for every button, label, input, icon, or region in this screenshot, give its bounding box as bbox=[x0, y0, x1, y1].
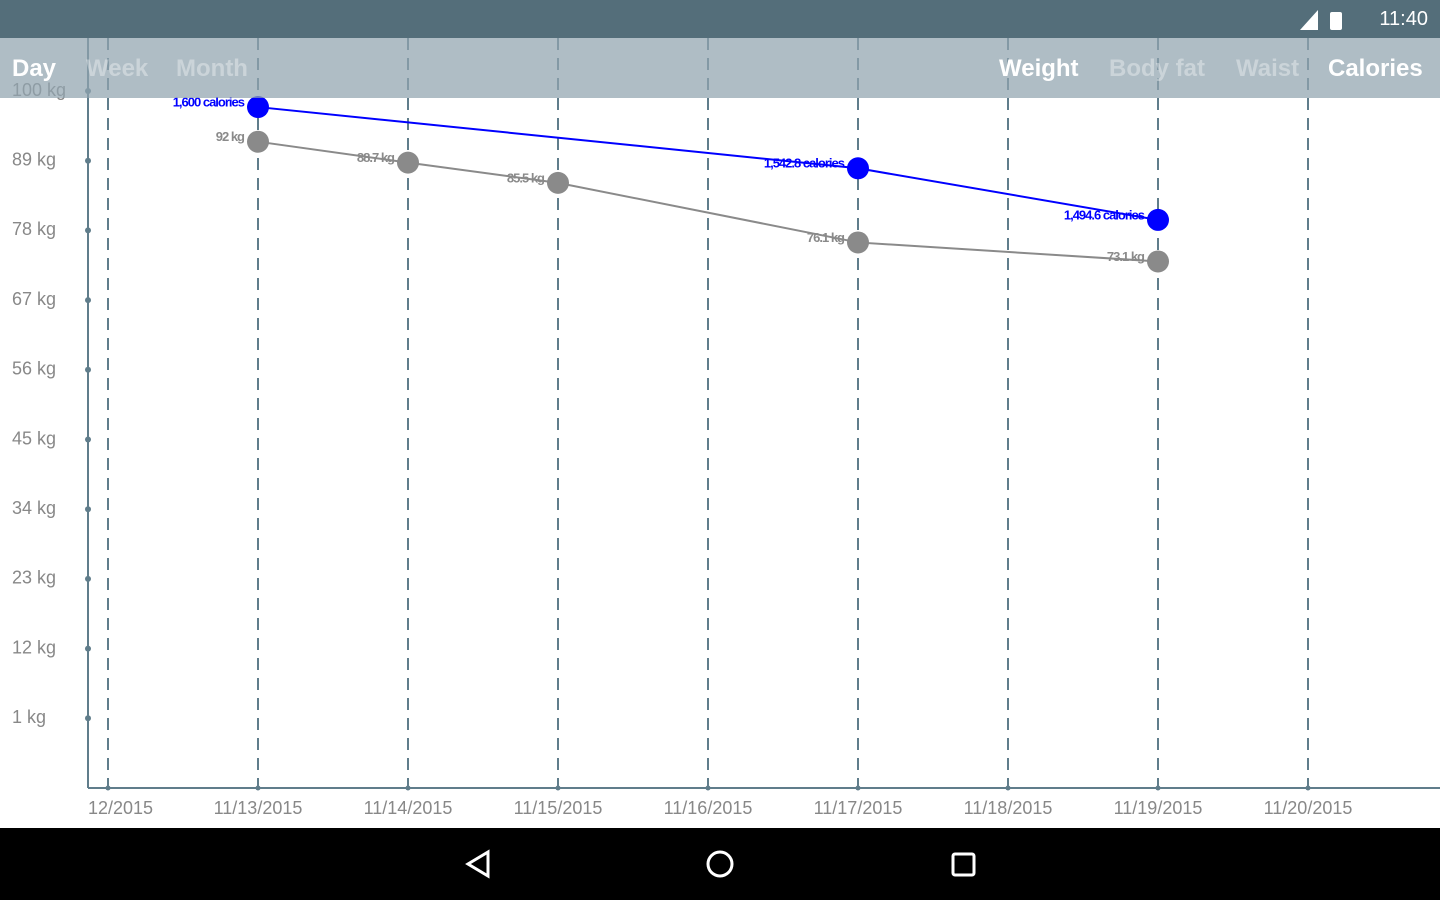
nav-bar bbox=[0, 828, 1440, 900]
y-tick bbox=[85, 715, 91, 722]
y-tick-label: 67 kg bbox=[12, 289, 56, 309]
nav-buttons bbox=[465, 849, 976, 879]
tab[interactable]: Week bbox=[86, 55, 149, 82]
tab[interactable]: Month bbox=[176, 55, 248, 82]
back-button[interactable] bbox=[465, 849, 490, 879]
tab[interactable]: Waist bbox=[1236, 55, 1300, 82]
y-tick bbox=[85, 227, 91, 234]
data-point bbox=[1147, 208, 1169, 231]
data-label: 1,494.6 calories bbox=[1064, 207, 1145, 222]
recents-button[interactable] bbox=[951, 852, 976, 877]
data-label: 92 kg bbox=[216, 129, 245, 144]
y-tick bbox=[85, 366, 91, 373]
status-bar: 11:40 bbox=[0, 0, 1440, 38]
y-tick-label: 45 kg bbox=[12, 428, 56, 448]
home-button[interactable] bbox=[706, 850, 734, 878]
data-point bbox=[547, 171, 569, 194]
x-tick-label: 11/13/2015 bbox=[214, 798, 303, 818]
y-tick-label: 1 kg bbox=[12, 707, 46, 727]
tab[interactable]: Weight bbox=[999, 55, 1079, 82]
y-tick-label: 56 kg bbox=[12, 359, 56, 379]
data-label: 76.1 kg bbox=[807, 230, 845, 245]
tab[interactable]: Day bbox=[12, 55, 57, 82]
data-point bbox=[847, 231, 869, 254]
y-tick-label: 89 kg bbox=[12, 149, 56, 169]
y-tick-label: 12 kg bbox=[12, 637, 56, 657]
data-point bbox=[247, 96, 269, 119]
data-point bbox=[397, 151, 419, 174]
y-tick bbox=[85, 297, 91, 304]
chart: 12/2015 11/13/2015 11/14/2015 11/15/2015 11/… bbox=[12, 38, 1440, 818]
x-tick-label: 11/17/2015 bbox=[814, 798, 903, 818]
x-tick-label: 12/2015 bbox=[88, 798, 153, 818]
tab-bar: Day Week Month Weight Body fat Waist Calories bbox=[0, 38, 1440, 98]
data-label: 1,542.8 calories bbox=[764, 156, 845, 171]
data-label: 1,600 calories bbox=[173, 94, 245, 109]
clock: 11:40 bbox=[1379, 8, 1428, 30]
y-tick bbox=[85, 575, 91, 582]
data-label: 88.7 kg bbox=[357, 150, 395, 165]
x-tick-label: 11/20/2015 bbox=[1264, 798, 1353, 818]
x-tick-label: 11/18/2015 bbox=[964, 798, 1053, 818]
x-tick-label: 11/14/2015 bbox=[364, 798, 453, 818]
y-tick bbox=[85, 436, 91, 443]
data-label: 85.5 kg bbox=[507, 170, 545, 185]
x-tick-label: 11/19/2015 bbox=[1114, 798, 1203, 818]
data-point bbox=[1147, 250, 1169, 273]
tab[interactable]: Body fat bbox=[1109, 55, 1205, 82]
tab[interactable]: Calories bbox=[1328, 55, 1423, 82]
x-tick-label: 11/16/2015 bbox=[664, 798, 753, 818]
y-tick bbox=[85, 157, 91, 164]
x-tick-label: 11/15/2015 bbox=[514, 798, 603, 818]
data-point bbox=[247, 130, 269, 153]
data-point bbox=[847, 157, 869, 180]
y-tick-label: 34 kg bbox=[12, 498, 56, 518]
y-tick-label: 78 kg bbox=[12, 219, 56, 239]
data-label: 73.1 kg bbox=[1107, 249, 1145, 264]
y-tick bbox=[85, 645, 91, 652]
y-tick-label: 23 kg bbox=[12, 568, 56, 588]
status-icons bbox=[1300, 10, 1342, 30]
y-tick bbox=[85, 506, 91, 513]
